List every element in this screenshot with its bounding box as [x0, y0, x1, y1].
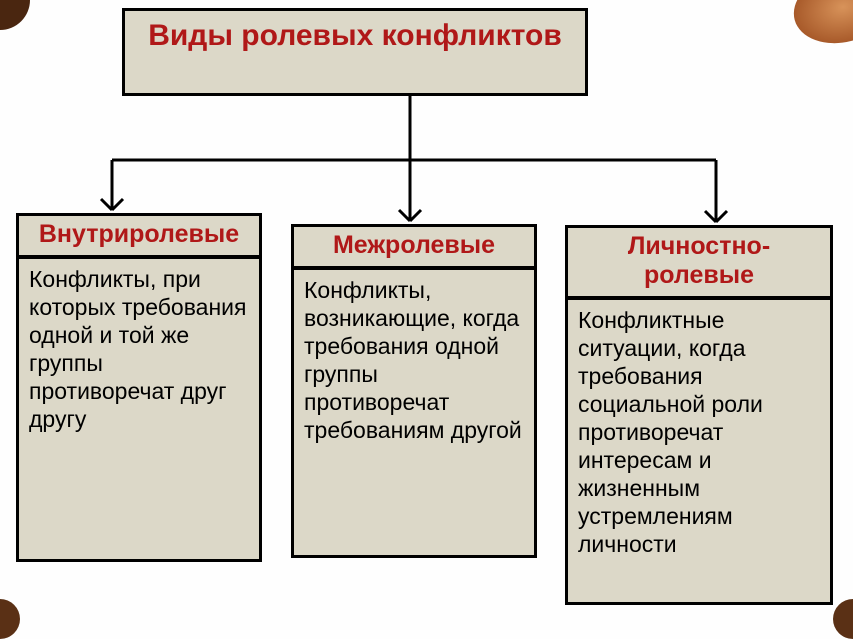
child-body: Конфликты, возникающие, когда требования… [294, 270, 534, 452]
decorative-corner [0, 0, 30, 30]
root-box: Виды ролевых конфликтов [122, 8, 588, 96]
child-body: Конфликтные ситуации, когда требования с… [568, 300, 830, 566]
decorative-corner [833, 599, 853, 639]
child-title: Личностно-ролевые [568, 228, 830, 300]
child-body: Конфликты, при которых требования одной … [19, 259, 259, 441]
decorative-corner [0, 599, 20, 639]
child-title: Внутриролевые [19, 216, 259, 259]
child-box: Личностно-ролевыеКонфликтные ситуации, к… [565, 225, 833, 605]
child-title: Межролевые [294, 227, 534, 270]
child-box: МежролевыеКонфликты, возникающие, когда … [291, 224, 537, 558]
child-box: ВнутриролевыеКонфликты, при которых треб… [16, 213, 262, 562]
decorative-corner [786, 0, 853, 54]
root-title: Виды ролевых конфликтов [148, 19, 562, 53]
